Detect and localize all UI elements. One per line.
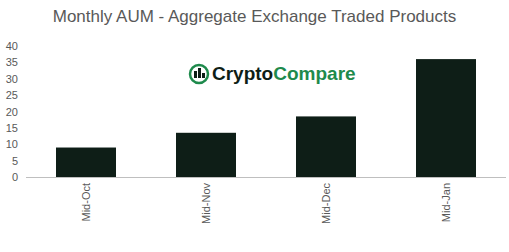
bar <box>56 148 116 177</box>
logo-text: CryptoCompare <box>212 63 356 84</box>
bar <box>176 133 236 177</box>
x-tick-label: Mid-Nov <box>200 183 212 224</box>
y-tick-label: 5 <box>12 155 18 167</box>
bars <box>56 59 476 177</box>
y-tick-label: 35 <box>6 56 18 68</box>
bar <box>416 59 476 177</box>
x-tick-label: Mid-Oct <box>80 183 92 222</box>
x-tick-label: Mid-Jan <box>440 183 452 222</box>
y-tick-label: 40 <box>6 40 18 52</box>
y-tick-label: 15 <box>6 122 18 134</box>
y-tick-label: 25 <box>6 89 18 101</box>
title: Monthly AUM - Aggregate Exchange Traded … <box>53 7 457 26</box>
chart-svg: Monthly AUM - Aggregate Exchange Traded … <box>0 0 509 252</box>
y-tick-label: 0 <box>12 171 18 183</box>
y-tick-label: 30 <box>6 73 18 85</box>
x-tick-label: Mid-Dec <box>320 183 332 224</box>
logo-icon <box>190 65 208 83</box>
x-axis-line <box>26 177 506 178</box>
bar <box>296 116 356 177</box>
y-tick-label: 10 <box>6 138 18 150</box>
y-tick-label: 20 <box>6 106 18 118</box>
chart-container: Monthly AUM - Aggregate Exchange Traded … <box>0 0 509 252</box>
